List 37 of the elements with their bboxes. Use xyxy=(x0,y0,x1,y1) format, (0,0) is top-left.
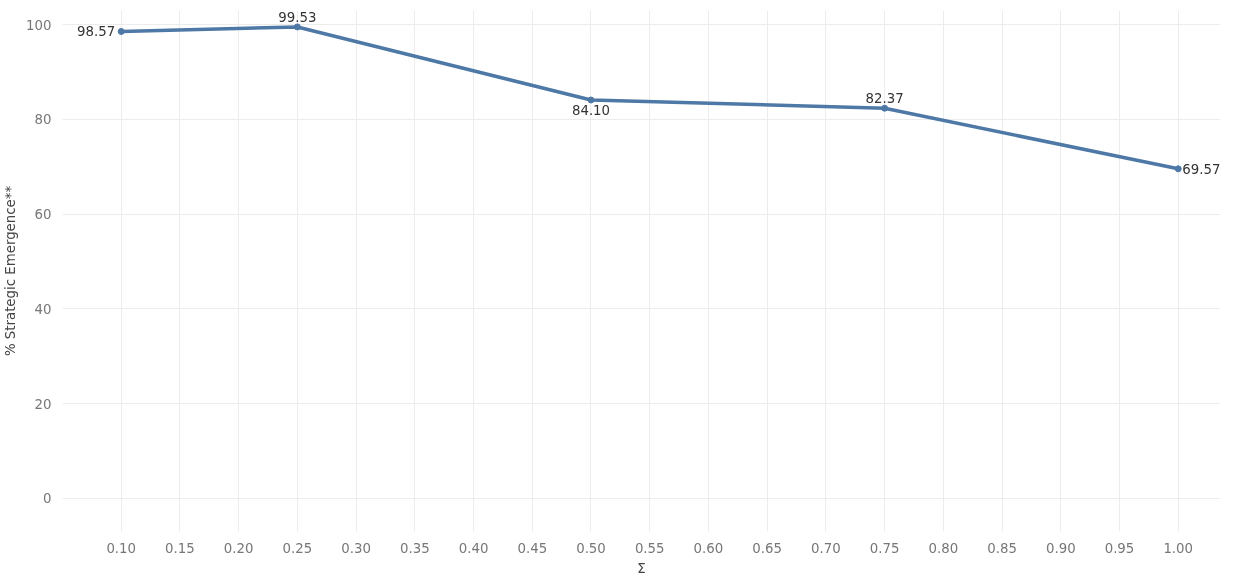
x-tick-label: 0.95 xyxy=(1104,540,1135,556)
point xyxy=(587,96,595,104)
y-tick-label: 40 xyxy=(34,301,52,317)
point xyxy=(1174,165,1182,173)
point xyxy=(293,23,301,31)
x-tick-label: 0.10 xyxy=(106,540,137,556)
data-label: 82.37 xyxy=(865,91,904,107)
data-label: 84.10 xyxy=(571,103,611,119)
x-tick-label: 0.55 xyxy=(634,540,665,556)
x-tick-label: 0.40 xyxy=(458,540,489,556)
y-tick-label: 60 xyxy=(34,207,52,223)
x-tick-label: 0.35 xyxy=(399,540,430,556)
data-label: 99.53 xyxy=(278,9,317,25)
x-tick-label: 0.45 xyxy=(517,540,548,556)
x-tick-label: 0.60 xyxy=(693,540,724,556)
x-tick-label: 0.80 xyxy=(928,540,959,556)
y-tick-label: 100 xyxy=(26,17,52,33)
x-tick-label: 0.75 xyxy=(869,540,900,556)
point xyxy=(117,27,125,35)
y-tick-label: 20 xyxy=(34,396,52,412)
data-label: 98.57 xyxy=(77,24,116,40)
point xyxy=(881,104,889,112)
y-tick-label: 80 xyxy=(34,112,52,128)
x-tick-label: 0.65 xyxy=(752,540,783,556)
x-tick-label: 0.30 xyxy=(341,540,371,556)
x-tick-label: 0.90 xyxy=(1045,540,1076,556)
x-tick-label: 0.20 xyxy=(223,540,254,556)
x-tick-label: 0.50 xyxy=(576,540,606,556)
x-tick-label: 0.25 xyxy=(282,540,313,556)
x-tick-label: 0.70 xyxy=(811,540,841,556)
x-tick-label: 1.00 xyxy=(1163,540,1194,556)
x-axis-title: Σ xyxy=(637,560,646,576)
x-tick-label: 0.15 xyxy=(165,540,195,556)
data-label: 69.57 xyxy=(1182,161,1221,177)
y-tick-label: 0 xyxy=(43,491,52,507)
x-tick-label: 0.85 xyxy=(987,540,1017,556)
y-axis-title: % Strategic Emergence** xyxy=(3,185,19,357)
